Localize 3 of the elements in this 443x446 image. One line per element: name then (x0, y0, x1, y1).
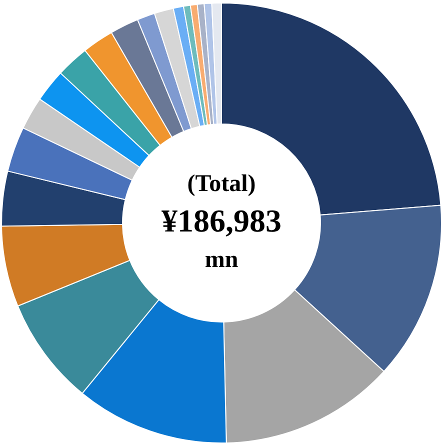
text: (Total) (187, 171, 256, 198)
text: mn (204, 247, 238, 274)
text: ¥186,983 (162, 202, 282, 238)
